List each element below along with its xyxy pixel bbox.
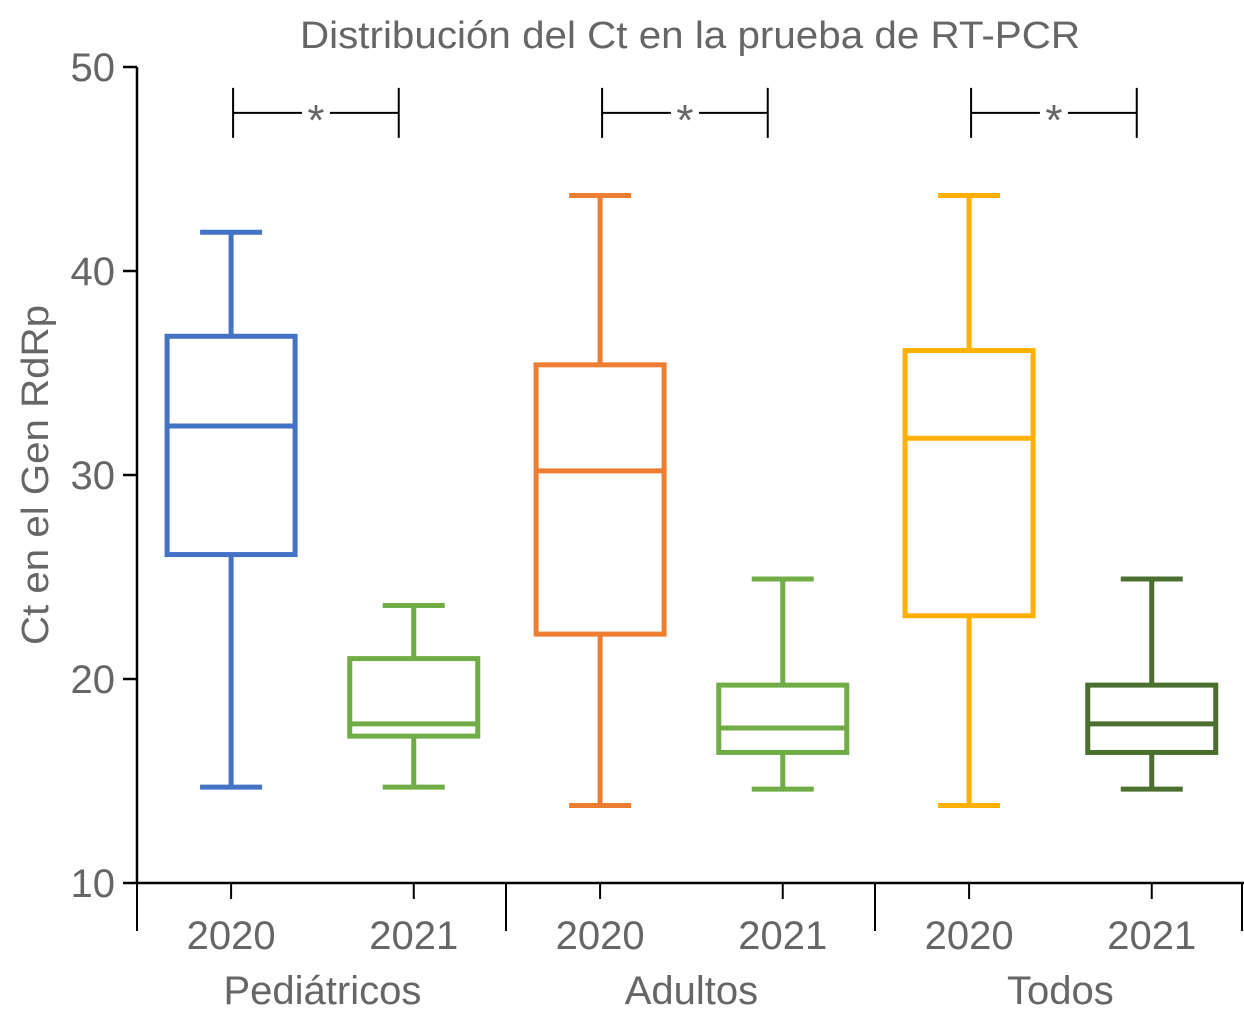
- group-label: Adultos: [625, 969, 758, 1013]
- y-tick-label: 20: [71, 658, 116, 702]
- box-iqr: [164, 333, 298, 558]
- x-tick-label: 2021: [1107, 914, 1196, 958]
- axes: [123, 65, 1244, 931]
- y-tick-label: 30: [71, 454, 116, 498]
- y-tick-label: 10: [71, 862, 116, 906]
- y-axis-label: Ct en el Gen RdRp: [15, 305, 57, 645]
- box-iqr: [533, 362, 667, 637]
- axis-labels: 10 20 30 40 50 2020 2021 Pediátricos * 2020 2021 Ad…: [71, 46, 1197, 1013]
- chart-title: Distribución del Ct en la prueba de RT-P…: [300, 15, 1080, 57]
- x-tick-label: 2020: [925, 914, 1014, 958]
- group-label: Pediátricos: [223, 969, 421, 1013]
- box-iqr: [716, 682, 850, 755]
- group-label: Todos: [1007, 969, 1114, 1013]
- x-tick-label: 2021: [738, 914, 827, 958]
- box-marks: [164, 87, 1219, 808]
- significance-star: *: [1045, 96, 1062, 145]
- box-iqr: [902, 348, 1036, 619]
- significance-star: *: [307, 96, 324, 145]
- x-tick-label: 2020: [556, 914, 645, 958]
- box-iqr: [1085, 682, 1219, 755]
- x-tick-label: 2020: [187, 914, 276, 958]
- x-tick-label: 2021: [369, 914, 458, 958]
- y-tick-label: 40: [71, 250, 116, 294]
- significance-star: *: [676, 96, 693, 145]
- box-iqr: [347, 656, 481, 739]
- y-tick-label: 50: [71, 46, 116, 90]
